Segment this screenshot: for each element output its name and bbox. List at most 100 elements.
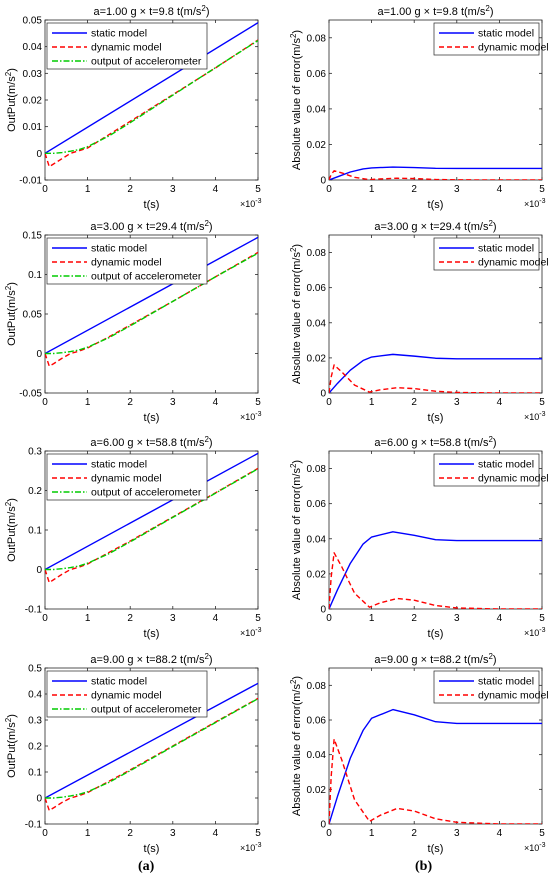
legend-box [46,237,208,285]
x-tick-label: 4 [213,397,219,408]
x-exponent: ×10-3 [524,411,546,422]
legend-label: dynamic model [478,690,549,702]
x-tick-label: 0 [326,184,332,195]
y-tick-label: 0.2 [28,486,42,497]
legend: static model dynamic model output of accel… [46,22,208,70]
y-axis-label: Absolute value of error(m/s2) [289,460,303,600]
y-tick-label: 0.2 [28,742,42,753]
x-tick-label: 0 [42,828,48,839]
chart-b2: 0 1 2 3 4 5 0 0.02 0.04 0.06 0.08 a=3.00 g × t=29.4… [289,219,549,424]
x-tick-label: 2 [411,828,417,839]
legend-label: output of accelerometer [91,56,202,68]
x-axis-label: t(s) [144,628,160,640]
x-tick-label: 5 [539,828,545,839]
x-exponent: ×10-3 [524,627,546,638]
panel-label-b: (b) [415,859,433,874]
legend-box [46,670,208,718]
x-tick-label: 4 [213,184,219,195]
x-tick-label: 4 [497,828,503,839]
y-tick-label: 0.3 [28,716,42,727]
x-tick-label: 1 [369,184,375,195]
legend-label: output of accelerometer [91,271,202,283]
chart-a3: 0 1 2 3 4 5-0.100.10.20.3a=6.00 g × t=58.8 t(… [4,435,262,640]
series-line-accel [45,468,258,571]
y-tick-label: 0 [320,389,326,400]
y-axis-label: OutPut(m/s2) [4,714,18,778]
series-line-dynamic [45,251,258,367]
x-axis-label: t(s) [428,628,444,640]
chart-title: a=9.00 g × t=88.2 t(m/s2) [374,652,496,666]
x-tick-label: 4 [497,184,503,195]
x-tick-label: 3 [170,184,176,195]
y-tick-label: 0.02 [307,353,327,364]
legend-label: dynamic model [91,42,162,54]
x-tick-label: 4 [213,613,219,624]
legend-box [433,670,540,704]
y-tick-label: 0 [36,349,42,360]
y-tick-label: -0.1 [25,605,43,616]
x-tick-label: 0 [326,613,332,624]
series-line-dynamic [329,364,542,393]
x-exponent: ×10-3 [524,842,546,853]
legend-label: dynamic model [91,473,162,485]
x-tick-label: 5 [255,828,261,839]
chart-b3: 0 1 2 3 4 5 0 0.02 0.04 0.06 0.08 a=6.00 g × t=58.8… [289,435,549,640]
legend-label: static model [478,28,534,40]
legend-label: dynamic model [478,473,549,485]
legend-label: static model [91,459,147,471]
series-line-dynamic [45,39,258,168]
y-tick-label: 0.4 [28,690,42,701]
y-tick-label: 0.04 [23,42,43,53]
x-tick-label: 2 [127,828,133,839]
y-tick-label: 0.08 [307,681,327,692]
y-axis-label: OutPut(m/s2) [4,498,18,562]
y-tick-label: -0.1 [25,820,43,831]
chart-title: a=9.00 g × t=88.2 t(m/s2) [90,652,212,666]
x-tick-label: 1 [369,397,375,408]
series-line-accel [45,39,258,155]
series-line-accel [45,252,258,355]
legend: static model dynamic model [433,670,549,704]
legend-label: static model [91,243,147,255]
x-exponent: ×10-3 [524,198,546,209]
y-tick-label: 0.05 [23,310,43,321]
series-line-accel [45,698,258,799]
x-tick-label: 3 [454,184,460,195]
legend-label: static model [478,243,534,255]
x-axis-label: t(s) [144,412,160,424]
x-tick-label: 5 [539,613,545,624]
y-tick-label: 0.08 [307,248,327,259]
x-tick-label: 4 [213,828,219,839]
y-axis-label: OutPut(m/s2) [4,68,18,132]
y-tick-label: -0.05 [19,389,42,400]
y-tick-label: 0.3 [28,447,42,458]
y-tick-label: 0.03 [23,69,43,80]
legend: static model dynamic model [433,237,549,271]
series-line-dynamic [329,738,542,824]
y-tick-label: 0.04 [307,104,327,115]
legend-box [433,22,540,56]
legend-label: dynamic model [478,42,549,54]
y-tick-label: 0.06 [307,716,327,727]
y-tick-label: 0.08 [307,33,327,44]
x-tick-label: 3 [170,613,176,624]
x-tick-label: 0 [42,397,48,408]
x-tick-label: 3 [454,397,460,408]
y-axis-label: Absolute value of error(m/s2) [289,30,303,170]
panel-label-a: (a) [138,859,155,874]
x-tick-label: 1 [369,828,375,839]
y-tick-label: 0.06 [307,69,327,80]
legend: static model dynamic model output of accel… [46,453,208,501]
chart-title: a=3.00 g × t=29.4 t(m/s2) [90,219,212,233]
legend: static model dynamic model [433,453,549,487]
x-exponent: ×10-3 [240,842,262,853]
x-tick-label: 5 [255,613,261,624]
x-tick-label: 1 [369,613,375,624]
y-tick-label: 0.05 [23,16,43,27]
chart-title: a=6.00 g × t=58.8 t(m/s2) [90,435,212,449]
x-axis-label: t(s) [144,843,160,855]
series-line-static [329,531,542,609]
x-axis-label: t(s) [428,199,444,211]
chart-title: a=3.00 g × t=29.4 t(m/s2) [374,219,496,233]
